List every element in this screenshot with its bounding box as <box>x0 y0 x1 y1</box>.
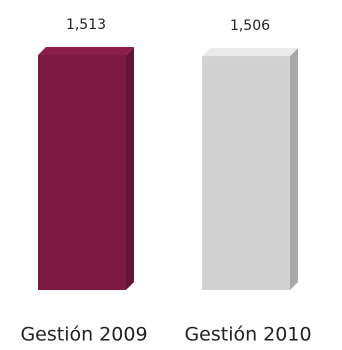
bar <box>202 56 290 290</box>
bar-side <box>290 48 298 290</box>
bar-top <box>202 48 298 57</box>
value-label: 1,506 <box>230 18 270 34</box>
bar <box>38 55 126 290</box>
bar-top <box>38 47 134 55</box>
category-label: Gestión 2009 <box>20 324 147 346</box>
value-label: 1,513 <box>66 17 106 33</box>
category-label: Gestión 2010 <box>184 324 311 346</box>
bar-side <box>126 47 134 290</box>
